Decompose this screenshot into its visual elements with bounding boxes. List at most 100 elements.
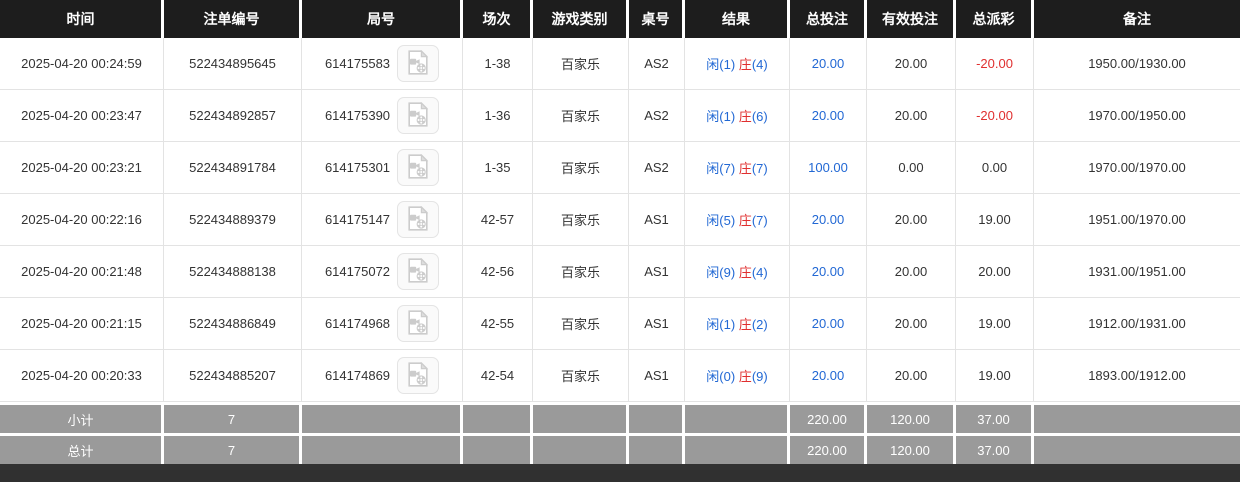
round-id-text: 614175147: [324, 212, 391, 227]
cell-valid-bet: 20.00: [867, 194, 956, 246]
video-replay-button[interactable]: [397, 45, 440, 82]
table-row: 2025-04-20 00:21:15 522434886849 614174968…: [0, 298, 1240, 350]
cell-game-type: 百家乐: [533, 194, 629, 246]
cell-game-type: 百家乐: [533, 142, 629, 194]
cell-remark: 1912.00/1931.00: [1034, 298, 1240, 350]
video-replay-button[interactable]: [397, 305, 440, 342]
cell-game-type: 百家乐: [533, 350, 629, 402]
table-row: 2025-04-20 00:21:48 522434888138 614175072…: [0, 246, 1240, 298]
round-id-text: 614175301: [324, 160, 391, 175]
cell-session: 42-56: [463, 246, 533, 298]
cell-valid-bet: 20.00: [867, 38, 956, 90]
table-head: 时间 注单编号 局号 场次 游戏类别 桌号 结果 总投注 有效投注 总派彩 备注: [0, 0, 1240, 38]
cell-bet-id: 522434892857: [164, 90, 302, 142]
cell-result: 闲(1) 庄(2): [685, 298, 790, 350]
cell-session: 1-35: [463, 142, 533, 194]
cell-session: 42-57: [463, 194, 533, 246]
total-bet-amount: 20.00: [811, 264, 845, 279]
result-banker-points: (9): [751, 369, 768, 384]
cell-remark: 1951.00/1970.00: [1034, 194, 1240, 246]
cell-round-id: 614175072: [302, 246, 463, 298]
table-row: 2025-04-20 00:23:47 522434892857 614175390…: [0, 90, 1240, 142]
bottom-bar: [0, 464, 1240, 470]
cell-remark: 1970.00/1970.00: [1034, 142, 1240, 194]
grand-total-row-label: 总计: [0, 433, 164, 464]
cell-round-id: 614174869: [302, 350, 463, 402]
cell-session: 42-54: [463, 350, 533, 402]
records-table: 时间 注单编号 局号 场次 游戏类别 桌号 结果 总投注 有效投注 总派彩 备注 2025-04-2…: [0, 0, 1240, 464]
cell-round-id: 614174968: [302, 298, 463, 350]
cell-remark: 1970.00/1950.00: [1034, 90, 1240, 142]
grand-total-row-count: 7: [164, 433, 302, 464]
table-row: 2025-04-20 00:22:16 522434889379 614175147…: [0, 194, 1240, 246]
cell-valid-bet: 20.00: [867, 246, 956, 298]
header-cell-valid-bet: 有效投注: [867, 0, 956, 38]
payout-amount: 19.00: [978, 368, 1011, 383]
cell-table-id: AS1: [629, 350, 685, 402]
video-file-icon: [407, 153, 429, 182]
footer-cell-empty: [533, 402, 629, 433]
subtotal-row-label: 小计: [0, 402, 164, 433]
cell-payout: -20.00: [956, 38, 1034, 90]
footer-cell-empty: [463, 402, 533, 433]
video-replay-button[interactable]: [397, 357, 440, 394]
subtotal-row-valid-bet: 120.00: [867, 402, 956, 433]
cell-payout: 19.00: [956, 298, 1034, 350]
header-cell-result: 结果: [685, 0, 790, 38]
cell-bet-id: 522434885207: [164, 350, 302, 402]
cell-table-id: AS2: [629, 142, 685, 194]
result-player: 闲(0): [706, 369, 736, 384]
cell-bet-id: 522434891784: [164, 142, 302, 194]
cell-valid-bet: 20.00: [867, 90, 956, 142]
header-cell-payout: 总派彩: [956, 0, 1034, 38]
cell-total-bet: 100.00: [790, 142, 867, 194]
cell-round-id: 614175390: [302, 90, 463, 142]
cell-result: 闲(1) 庄(4): [685, 38, 790, 90]
payout-amount: 20.00: [978, 264, 1011, 279]
cell-total-bet: 20.00: [790, 38, 867, 90]
video-file-icon: [407, 49, 429, 78]
cell-total-bet: 20.00: [790, 298, 867, 350]
cell-total-bet: 20.00: [790, 90, 867, 142]
video-replay-button[interactable]: [397, 149, 440, 186]
cell-session: 42-55: [463, 298, 533, 350]
grand-total-row-payout: 37.00: [956, 433, 1034, 464]
video-replay-button[interactable]: [397, 201, 440, 238]
cell-total-bet: 20.00: [790, 194, 867, 246]
cell-game-type: 百家乐: [533, 38, 629, 90]
cell-round-id: 614175583: [302, 38, 463, 90]
result-player: 闲(1): [706, 317, 736, 332]
round-id-text: 614175072: [324, 264, 391, 279]
result-banker: 庄: [738, 317, 752, 332]
cell-time: 2025-04-20 00:22:16: [0, 194, 164, 246]
footer-cell-empty: [463, 433, 533, 464]
cell-time: 2025-04-20 00:23:21: [0, 142, 164, 194]
video-replay-button[interactable]: [397, 97, 440, 134]
payout-amount: -20.00: [976, 56, 1013, 71]
cell-result: 闲(5) 庄(7): [685, 194, 790, 246]
cell-table-id: AS1: [629, 298, 685, 350]
footer-cell-empty: [1034, 402, 1240, 433]
footer-cell-empty: [685, 402, 790, 433]
cell-round-id: 614175301: [302, 142, 463, 194]
footer-cell-empty: [302, 433, 463, 464]
result-banker: 庄: [738, 109, 752, 124]
footer-cell-empty: [629, 402, 685, 433]
cell-round-id: 614175147: [302, 194, 463, 246]
cell-valid-bet: 0.00: [867, 142, 956, 194]
cell-table-id: AS1: [629, 194, 685, 246]
total-bet-amount: 20.00: [811, 108, 845, 123]
payout-amount: 19.00: [978, 316, 1011, 331]
video-file-icon: [407, 361, 429, 390]
cell-time: 2025-04-20 00:23:47: [0, 90, 164, 142]
cell-bet-id: 522434889379: [164, 194, 302, 246]
footer-cell-empty: [1034, 433, 1240, 464]
cell-remark: 1893.00/1912.00: [1034, 350, 1240, 402]
video-replay-button[interactable]: [397, 253, 440, 290]
result-banker: 庄: [738, 213, 752, 228]
cell-table-id: AS2: [629, 38, 685, 90]
table-foot: 小计 7 220.00 120.00 37.00 总计 7 220.00 120.00 37.00: [0, 402, 1240, 464]
result-banker-points: (2): [751, 317, 768, 332]
footer-cell-empty: [629, 433, 685, 464]
